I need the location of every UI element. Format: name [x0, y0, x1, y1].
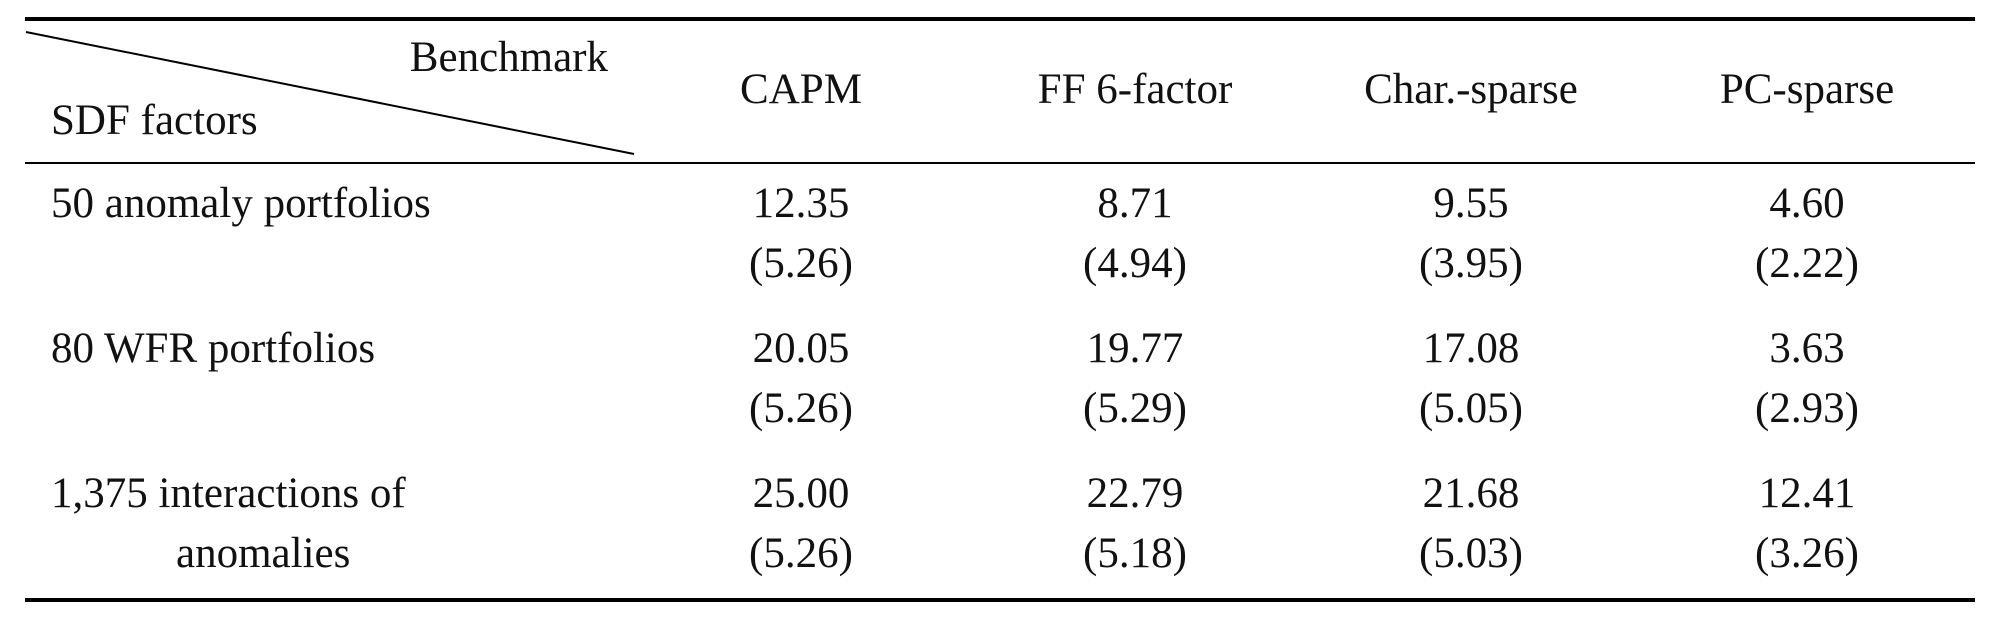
row-label: 50 anomaly portfolios [51, 180, 431, 227]
cell-error: (5.05) [1419, 385, 1523, 432]
cell-error: (3.95) [1419, 240, 1523, 287]
cell-error: (5.26) [749, 240, 853, 287]
column-header: FF 6-factor [1038, 66, 1233, 113]
cell-value: 4.60 [1769, 180, 1844, 227]
cell-error: (2.93) [1755, 385, 1859, 432]
cell-value: 12.41 [1759, 470, 1856, 517]
cell-value: 3.63 [1769, 325, 1844, 372]
row-label: anomalies [176, 530, 350, 577]
cell-error: (5.29) [1083, 385, 1187, 432]
cell-value: 9.55 [1433, 180, 1508, 227]
cell-value: 17.08 [1423, 325, 1520, 372]
row-label: 80 WFR portfolios [51, 325, 375, 372]
column-header: Char.-sparse [1364, 66, 1578, 113]
column-header: CAPM [740, 66, 862, 113]
cell-value: 20.05 [753, 325, 850, 372]
cell-error: (5.03) [1419, 530, 1523, 577]
cell-value: 8.71 [1097, 180, 1172, 227]
column-header: PC-sparse [1720, 66, 1894, 113]
cell-value: 25.00 [753, 470, 850, 517]
corner-bottom: SDF factors [51, 97, 258, 144]
cell-error: (2.22) [1755, 240, 1859, 287]
cell-error: (5.26) [749, 385, 853, 432]
cell-error: (3.26) [1755, 530, 1859, 577]
cell-value: 12.35 [753, 180, 850, 227]
corner-diagonal [25, 31, 635, 155]
row-label: 1,375 interactions of [51, 470, 406, 517]
cell-value: 22.79 [1087, 470, 1184, 517]
cell-error: (4.94) [1083, 240, 1187, 287]
cell-error: (5.26) [749, 530, 853, 577]
cell-value: 19.77 [1087, 325, 1184, 372]
cell-error: (5.18) [1083, 530, 1187, 577]
corner-top: Benchmark [410, 34, 609, 81]
cell-value: 21.68 [1423, 470, 1520, 517]
